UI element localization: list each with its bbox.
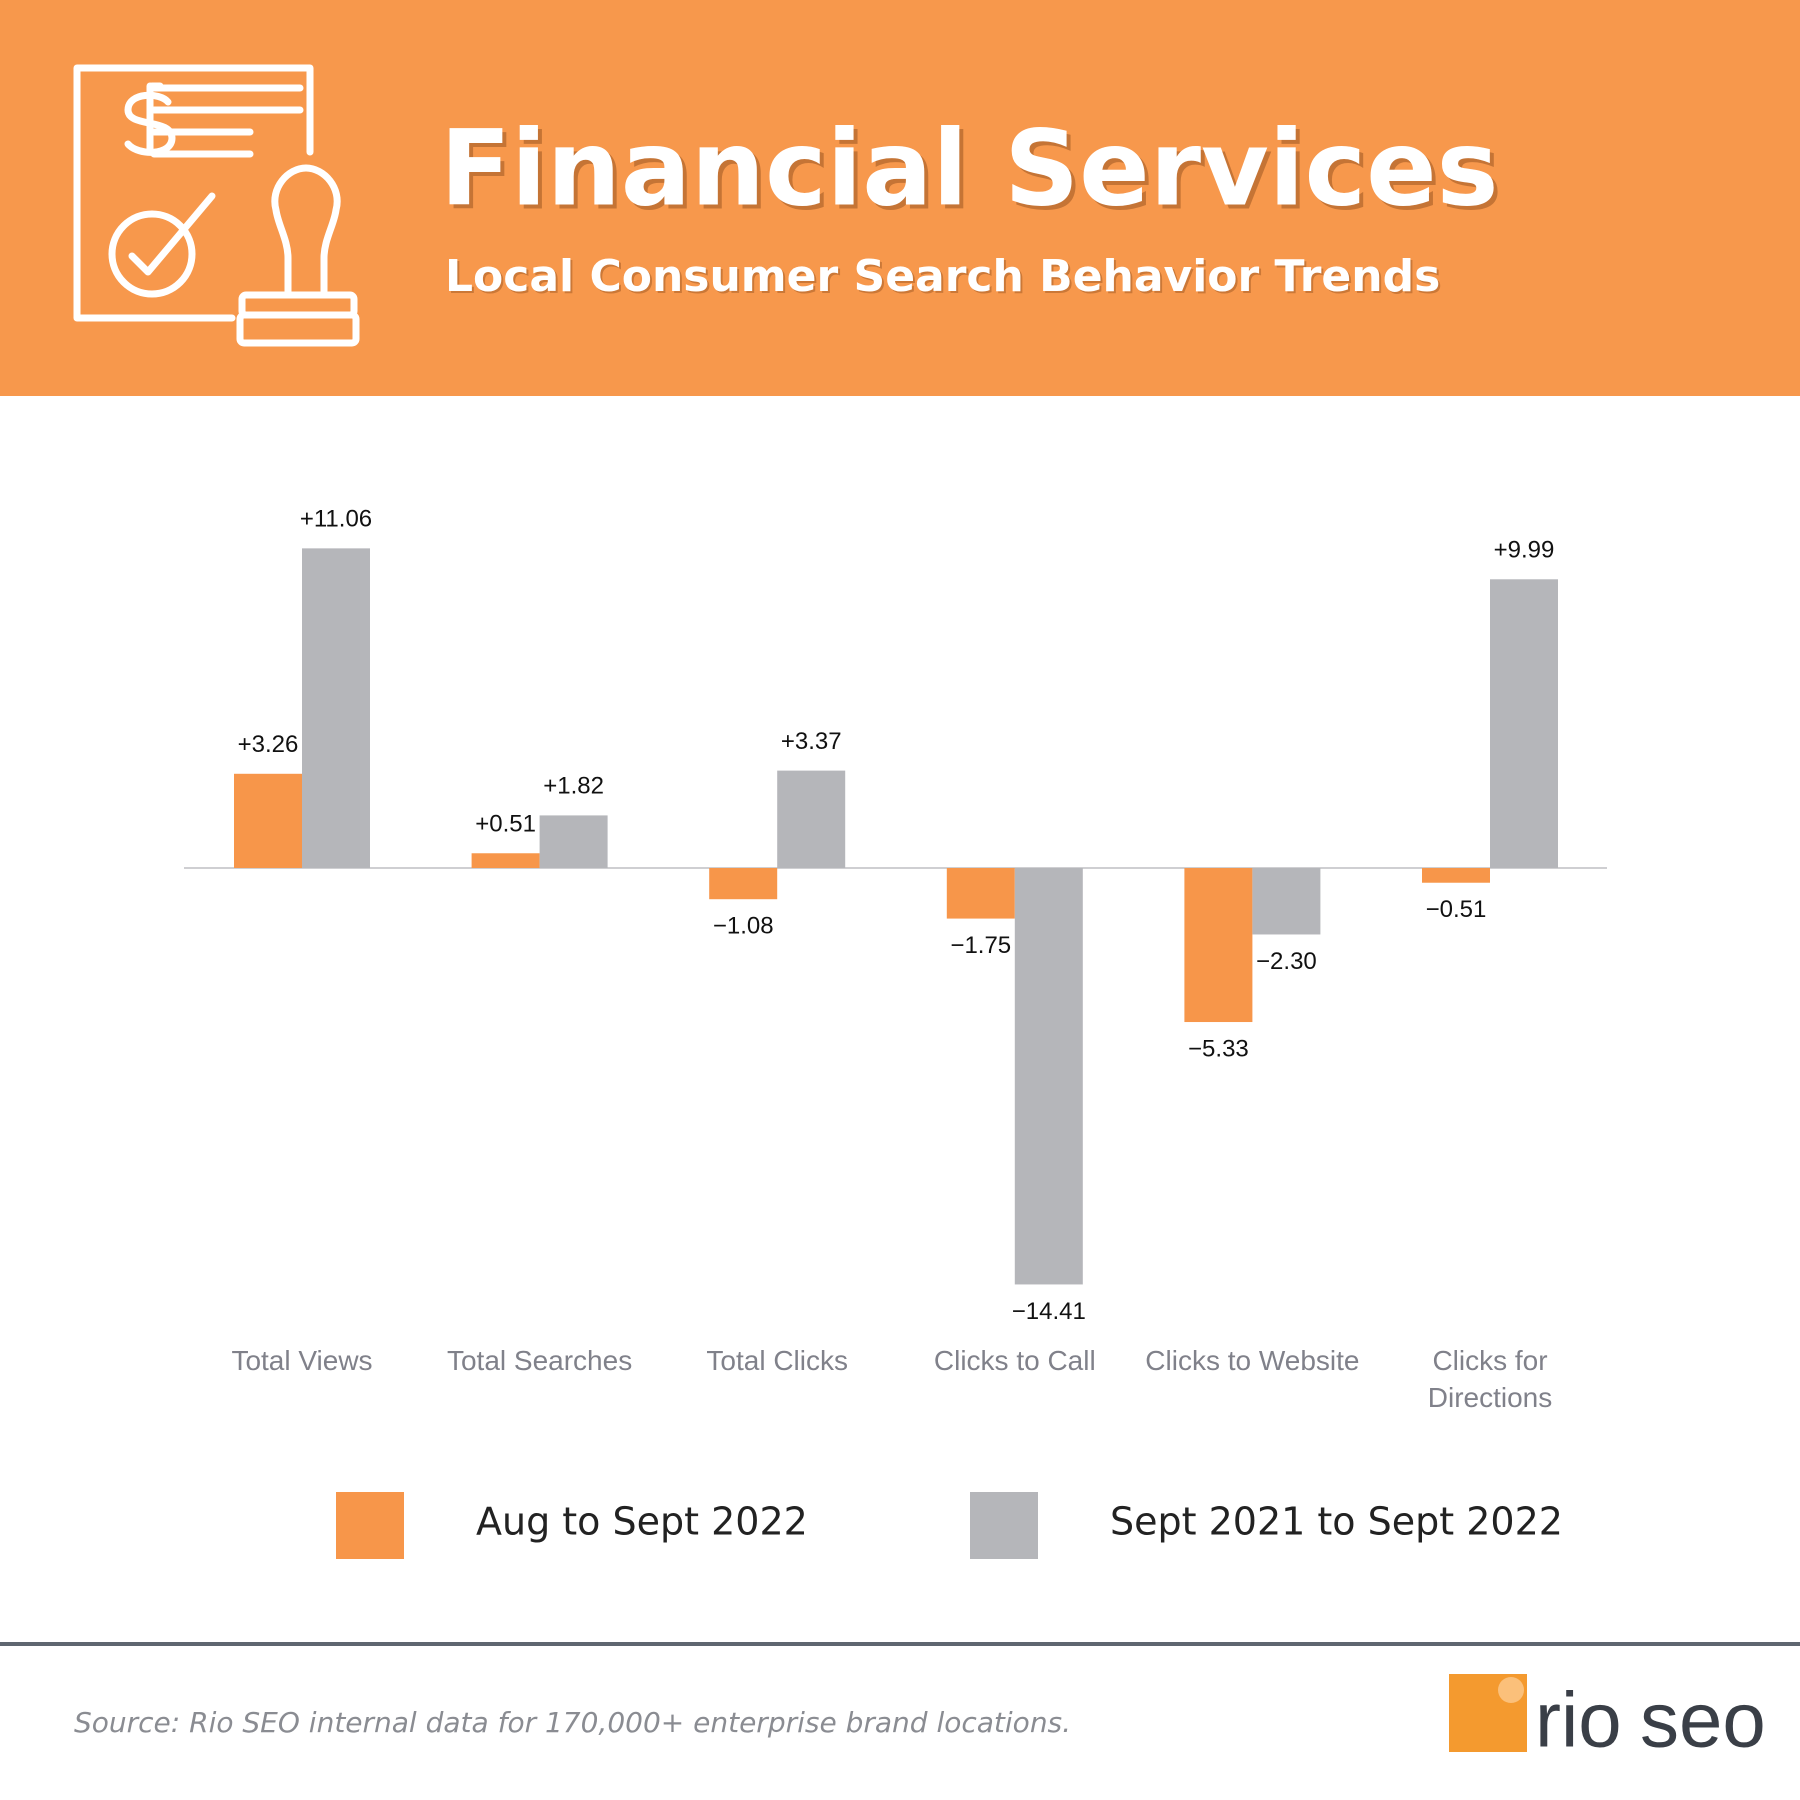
value-label: +3.37 [781, 728, 842, 755]
value-label: +1.82 [543, 773, 604, 800]
value-label: −1.75 [950, 932, 1011, 959]
bar [1184, 868, 1253, 1023]
header-icon [73, 64, 360, 347]
x-tick-label: Clicks to Website [1145, 1345, 1360, 1376]
value-label: +0.51 [475, 811, 536, 838]
value-label: +3.26 [238, 731, 299, 758]
value-label: +9.99 [1494, 537, 1555, 564]
bar [471, 853, 540, 868]
bar [1422, 868, 1490, 883]
value-label: −14.41 [1012, 1298, 1086, 1325]
value-label: +11.06 [300, 506, 372, 533]
legend-swatch [336, 1492, 404, 1559]
title: Financial Services [440, 107, 1499, 229]
bar [1490, 579, 1558, 868]
value-label: −2.30 [1256, 948, 1317, 975]
bar [234, 773, 302, 868]
title-shadow: Financial Services [444, 111, 1503, 233]
logo-text: rio [1535, 1676, 1622, 1764]
x-tick-label: Total Views [231, 1345, 373, 1376]
bar [709, 868, 778, 900]
legend-swatch [970, 1492, 1038, 1559]
subtitle-shadow: Local Consumer Search Behavior Trends [447, 253, 1442, 304]
x-tick-label: Clicks to Call [933, 1345, 1096, 1376]
logo-dot [1498, 1677, 1524, 1703]
subtitle: Local Consumer Search Behavior Trends [445, 251, 1440, 302]
legend-label: Aug to Sept 2022 [476, 1500, 808, 1544]
value-label: −1.08 [713, 913, 774, 940]
bar [946, 868, 1015, 919]
x-tick-label: Clicks for Directions [1427, 1345, 1553, 1413]
bar [1252, 868, 1321, 935]
value-label: −0.51 [1426, 896, 1487, 923]
logo-text: seo [1640, 1676, 1766, 1764]
bar [1014, 868, 1083, 1285]
x-tick-label: Total Searches [446, 1345, 633, 1376]
value-label: −5.33 [1188, 1035, 1249, 1062]
bar [302, 548, 370, 868]
source-note: Source: Rio SEO internal data for 170,00… [74, 1706, 1071, 1739]
bar [539, 815, 608, 868]
x-tick-label: Total Clicks [706, 1345, 848, 1376]
legend-label: Sept 2021 to Sept 2022 [1110, 1500, 1563, 1544]
bar [777, 770, 846, 868]
